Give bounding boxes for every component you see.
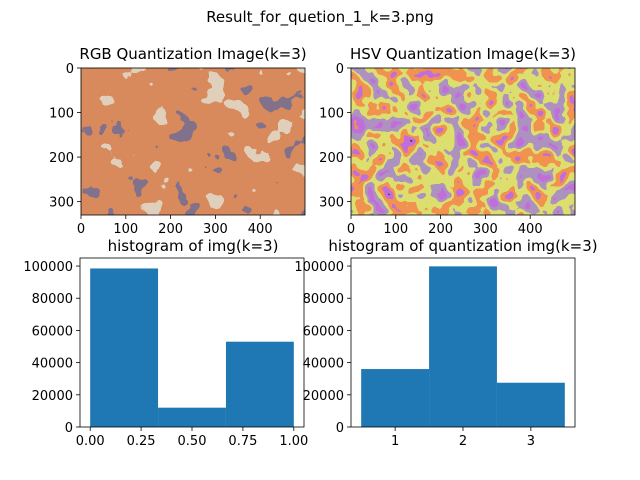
x-tick-label: 200 (428, 222, 453, 237)
quantization-histogram-subplot: histogram of quantization img(k=3) 1 2 3 0… (294, 237, 597, 449)
rgb-quantization-x-ticks: 0 100 200 300 400 (77, 215, 273, 237)
y-tick-label: 200 (49, 151, 74, 166)
img-histogram-x-ticks: 0.00 0.25 0.50 0.75 1.00 (76, 427, 308, 449)
quantization-histogram-title: histogram of quantization img(k=3) (328, 237, 597, 255)
x-tick-label: 0.25 (127, 434, 156, 449)
histogram-bar (158, 407, 226, 427)
x-tick-label: 100 (113, 222, 138, 237)
y-tick-label: 100 (49, 107, 74, 122)
y-tick-label: 300 (49, 196, 74, 211)
x-tick-label: 300 (473, 222, 498, 237)
x-tick-label: 0.00 (76, 434, 105, 449)
y-tick-label: 40000 (303, 357, 344, 372)
img-histogram-title: histogram of img(k=3) (108, 237, 279, 255)
y-tick-label: 200 (319, 151, 344, 166)
y-tick-label: 80000 (32, 292, 73, 307)
y-tick-label: 100000 (23, 260, 73, 275)
x-tick-label: 0 (77, 222, 85, 237)
x-tick-label: 300 (203, 222, 228, 237)
histogram-bar (225, 341, 294, 427)
histogram-bar (361, 369, 430, 427)
x-tick-label: 400 (518, 222, 543, 237)
y-tick-label: 0 (66, 62, 74, 77)
histogram-bar (429, 266, 497, 427)
x-tick-label: 2 (459, 434, 467, 449)
y-tick-label: 100 (319, 107, 344, 122)
rgb-quantization-image (80, 67, 306, 216)
y-tick-label: 100000 (294, 260, 344, 275)
hsv-quantization-title: HSV Quantization Image(k=3) (350, 45, 576, 63)
rgb-quantization-subplot: RGB Quantization Image(k=3) 0 10 (49, 45, 306, 237)
hsv-quantization-image (350, 67, 576, 216)
y-tick-label: 20000 (303, 389, 344, 404)
hsv-quantization-x-ticks: 0 100 200 300 400 (347, 215, 543, 237)
img-histogram-subplot: histogram of img(k=3) 0.00 0.25 0.50 0.75 1.… (23, 237, 308, 449)
y-tick-label: 0 (336, 62, 344, 77)
y-tick-label: 60000 (303, 324, 344, 339)
x-tick-label: 1 (391, 434, 399, 449)
y-tick-label: 60000 (32, 324, 73, 339)
img-histogram-y-ticks: 0 20000 40000 60000 80000 100000 (23, 260, 80, 436)
hsv-quantization-subplot: HSV Quantization Image(k=3) 0 100 (319, 45, 576, 237)
quantization-histogram-x-ticks: 1 2 3 (391, 427, 535, 449)
y-tick-label: 300 (319, 196, 344, 211)
img-histogram-bars (90, 268, 294, 427)
y-tick-label: 0 (336, 421, 344, 436)
x-tick-label: 0 (347, 222, 355, 237)
rgb-quantization-y-ticks: 0 100 200 300 (49, 62, 81, 211)
quantization-histogram-y-ticks: 0 20000 40000 60000 80000 100000 (294, 260, 351, 436)
x-tick-label: 0.50 (178, 434, 207, 449)
histogram-bar (496, 382, 565, 427)
x-tick-label: 1.00 (279, 434, 308, 449)
y-tick-label: 20000 (32, 389, 73, 404)
figure-suptitle: Result_for_quetion_1_k=3.png (206, 8, 434, 27)
histogram-bar (90, 268, 159, 427)
y-tick-label: 0 (65, 421, 73, 436)
rgb-quantization-title: RGB Quantization Image(k=3) (79, 45, 306, 63)
x-tick-label: 200 (158, 222, 183, 237)
x-tick-label: 0.75 (228, 434, 257, 449)
hsv-quantization-y-ticks: 0 100 200 300 (319, 62, 351, 211)
y-tick-label: 40000 (32, 357, 73, 372)
y-tick-label: 80000 (303, 292, 344, 307)
x-tick-label: 100 (383, 222, 408, 237)
quantization-histogram-bars (361, 266, 565, 427)
x-tick-label: 400 (248, 222, 273, 237)
x-tick-label: 3 (527, 434, 535, 449)
